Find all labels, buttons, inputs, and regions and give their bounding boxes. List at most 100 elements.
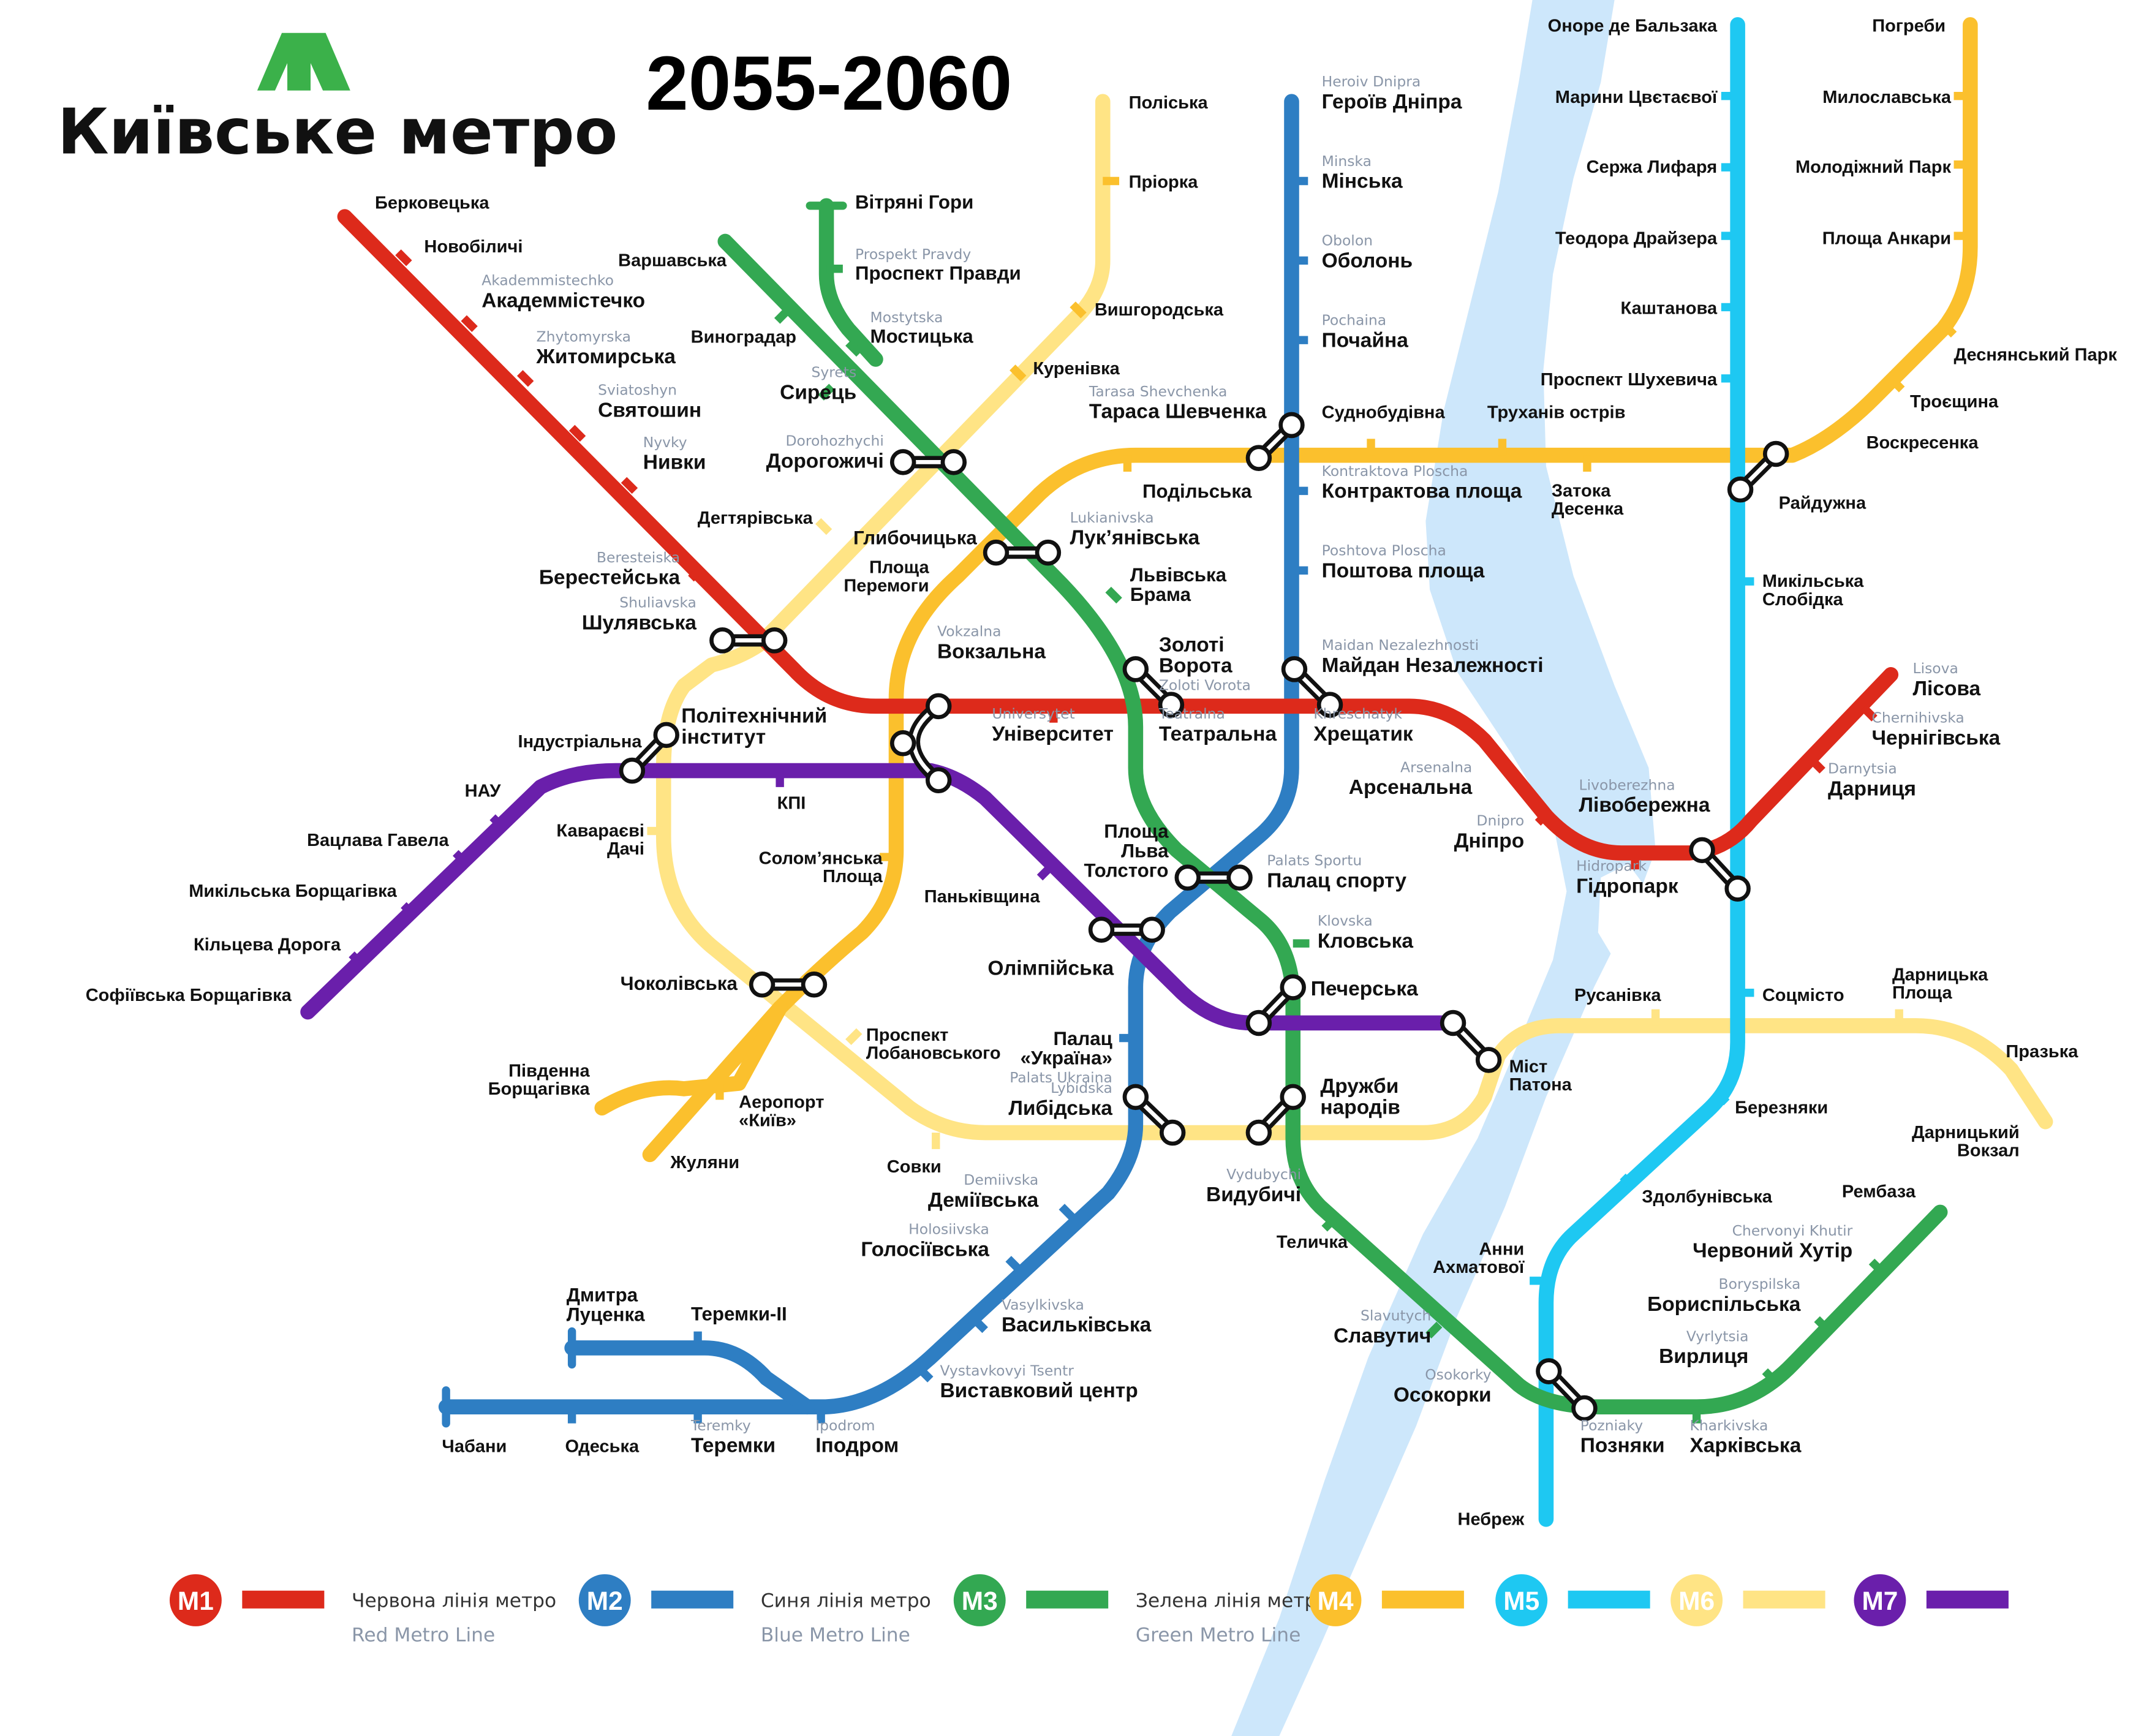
station-110[interactable]: Дарницький Вокзал [1912, 1123, 2020, 1161]
station-93[interactable]: Каштанова [1621, 299, 1718, 319]
station-67[interactable]: Пріорка [1129, 173, 1199, 192]
station-46[interactable]: Виноградар [691, 328, 796, 347]
station-76[interactable]: Південна Борщагівка [488, 1061, 591, 1099]
station-98[interactable]: Здолбунівська [1642, 1187, 1772, 1207]
station-77[interactable]: Жуляни [670, 1153, 739, 1172]
transfer-raiduzhna[interactable] [1727, 440, 1789, 503]
station-90[interactable]: Марини Цвєтаєвої [1555, 88, 1718, 107]
station-42[interactable]: Вітряні Гори [855, 191, 973, 213]
station-111[interactable]: НАУ [465, 782, 502, 801]
station-85[interactable]: Площа Анкари [1822, 228, 1951, 248]
station-113[interactable]: Микільська Борщагівка [189, 881, 397, 901]
transfer-lva-tolstoho[interactable] [1174, 864, 1253, 891]
station-39[interactable]: Чабани [442, 1437, 507, 1457]
transfer-chokolivska[interactable] [749, 972, 828, 998]
transfer-lukianivska[interactable] [983, 539, 1062, 566]
station-72[interactable]: Площа Перемоги [844, 558, 929, 596]
station-114[interactable]: Кільцева Дорога [194, 935, 341, 954]
station-0[interactable]: Берковецька [375, 193, 489, 213]
station-84[interactable]: Деснянський Парк [1954, 345, 2118, 365]
station-55[interactable]: Дружби народів [1320, 1075, 1400, 1119]
station-1[interactable]: Новобіличі [424, 237, 523, 257]
station-78[interactable]: Суднобудівна [1322, 403, 1446, 423]
station-74[interactable]: Чоколівська [621, 973, 738, 994]
station-81[interactable]: Райдужна [1779, 493, 1867, 513]
station-108[interactable]: Дарницька Площа [1892, 965, 1988, 1003]
station-101[interactable]: Дегтярівська [698, 508, 813, 528]
station-8[interactable]: Політехнічний інститут [681, 705, 827, 749]
station-92[interactable]: Теодора Драйзера [1555, 228, 1718, 248]
station-80[interactable]: Затока Десенка [1552, 481, 1624, 519]
station-115[interactable]: Софіївська Борщагівка [86, 986, 292, 1005]
transfer-shuliavska[interactable] [709, 627, 788, 654]
station-50[interactable]: Львівська Брама [1130, 564, 1227, 605]
transfer-olimpiiska[interactable] [1088, 916, 1165, 943]
transfer-mist-patona[interactable] [1440, 1010, 1502, 1073]
station-83[interactable]: Троєщина [1910, 392, 1999, 412]
transfer-taras-shevchenka[interactable] [1245, 412, 1305, 471]
transfer-livoberezhna[interactable] [1689, 837, 1751, 902]
station-94[interactable]: Проспект Шухевича [1541, 370, 1718, 390]
transfer-druzhby-narodiv[interactable] [1245, 1084, 1306, 1146]
station-102[interactable]: Індустріальна [518, 732, 643, 752]
station-87[interactable]: Милославська [1822, 88, 1952, 107]
station-54[interactable]: Печерська [1311, 978, 1418, 1000]
station-28[interactable]: Площа Льва Толстого [1084, 821, 1169, 881]
transfer-politekhnichnyi[interactable] [619, 722, 679, 784]
station-99[interactable]: Анни Ахматової [1433, 1239, 1525, 1277]
station-68[interactable]: Вишгородська [1095, 300, 1224, 320]
station-79[interactable]: Труханів острів [1487, 403, 1626, 423]
station-104[interactable]: Проспект Лобановського [866, 1025, 1001, 1063]
transfer-dorohozhychi[interactable] [889, 449, 967, 475]
transfer-vokzalna[interactable] [889, 693, 952, 793]
station-89[interactable]: Оноре де Бальзака [1548, 16, 1718, 36]
station-112[interactable]: Вацлава Гавела [307, 831, 449, 850]
station-73[interactable]: Солом’янська Площа [759, 848, 883, 886]
station-88[interactable]: Погреби [1872, 16, 1946, 36]
station-103[interactable]: Каварaєві Дачі [556, 821, 644, 859]
station-29[interactable]: Олімпійська [987, 957, 1114, 980]
station-100[interactable]: Небреж [1458, 1509, 1525, 1529]
station-40[interactable]: Теремки-II [691, 1304, 787, 1325]
station-116[interactable]: КПІ [777, 794, 806, 813]
station-30[interactable]: Палац «Україна»Palats Ukraina [1010, 1028, 1112, 1086]
station-75[interactable]: Аеропорт «Київ» [739, 1093, 824, 1131]
station-71[interactable]: Глибочицька [853, 527, 977, 549]
station-105[interactable]: Совки [887, 1157, 942, 1177]
station-57[interactable]: Теличка [1277, 1232, 1348, 1252]
station-97[interactable]: Березняки [1735, 1098, 1828, 1118]
transfer-maidan[interactable] [1281, 656, 1343, 718]
